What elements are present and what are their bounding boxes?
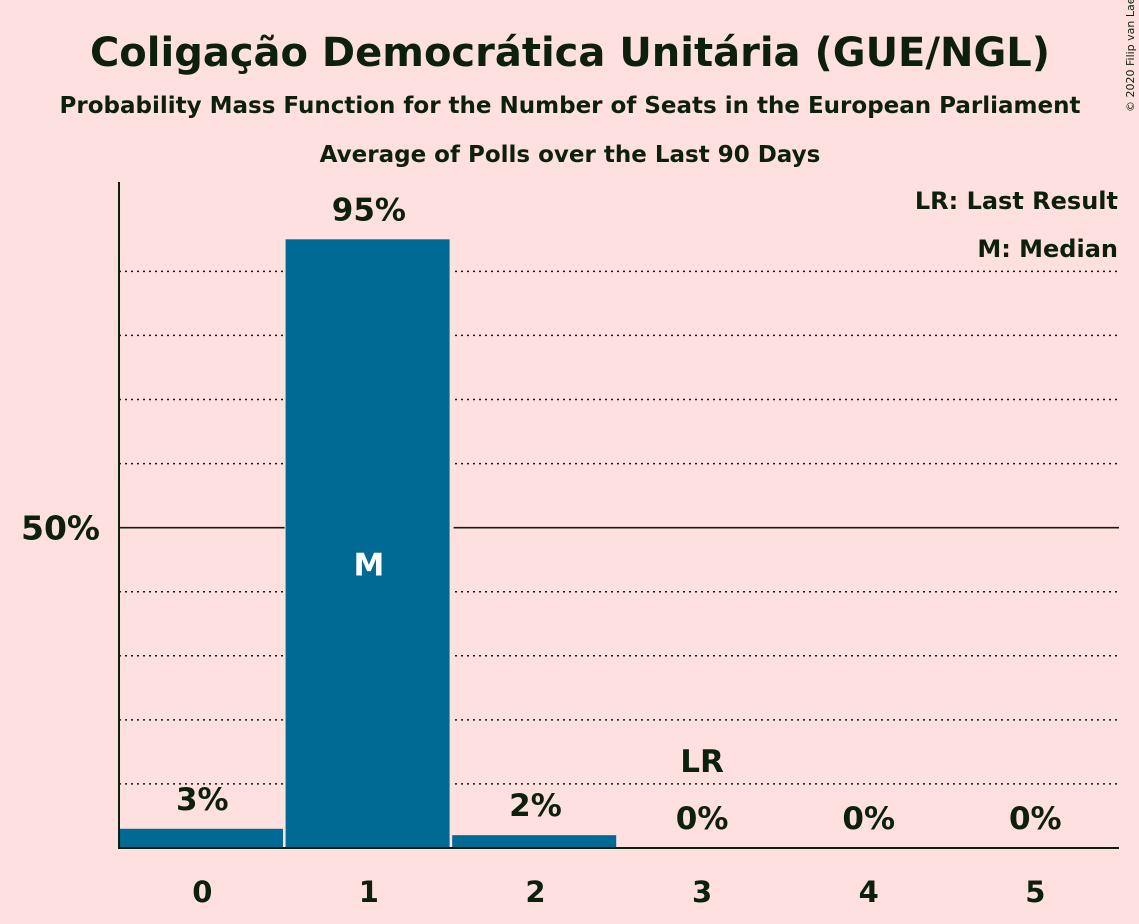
data-label: 2% [509,788,562,824]
x-tick-labels: 0 1 2 3 4 5 [192,875,1045,909]
x-tick-label: 5 [1025,875,1045,909]
median-marker: M [353,548,384,584]
bar [285,239,450,848]
chart-title: Coligação Democrática Unitária (GUE/NGL) [90,30,1050,76]
data-label: 95% [332,192,406,228]
x-tick-label: 4 [859,875,879,909]
chart-subtitle: Probability Mass Function for the Number… [60,93,1081,119]
gridlines [119,270,1119,785]
x-tick-label: 0 [192,875,212,909]
data-labels: 3% 95% M 2% 0% LR 0% 0% [176,192,1062,837]
data-label: 3% [176,782,229,818]
x-tick-label: 2 [525,875,545,909]
bars [118,237,621,848]
last-result-marker: LR [680,744,724,780]
bar [119,828,283,848]
bar [452,835,617,848]
legend-median: M: Median [977,235,1118,263]
chart-subtitle-2: Average of Polls over the Last 90 Days [320,142,821,168]
data-label: 0% [842,801,895,837]
legend-last-result: LR: Last Result [915,187,1118,215]
data-label: 0% [676,801,729,837]
copyright-credit: © 2020 Filip van Laenen [1124,0,1137,112]
x-tick-label: 3 [692,875,712,909]
x-tick-label: 1 [359,875,379,909]
data-label: 0% [1009,801,1062,837]
y-tick-labels: 50% [21,509,100,548]
y-tick-label: 50% [21,509,100,548]
